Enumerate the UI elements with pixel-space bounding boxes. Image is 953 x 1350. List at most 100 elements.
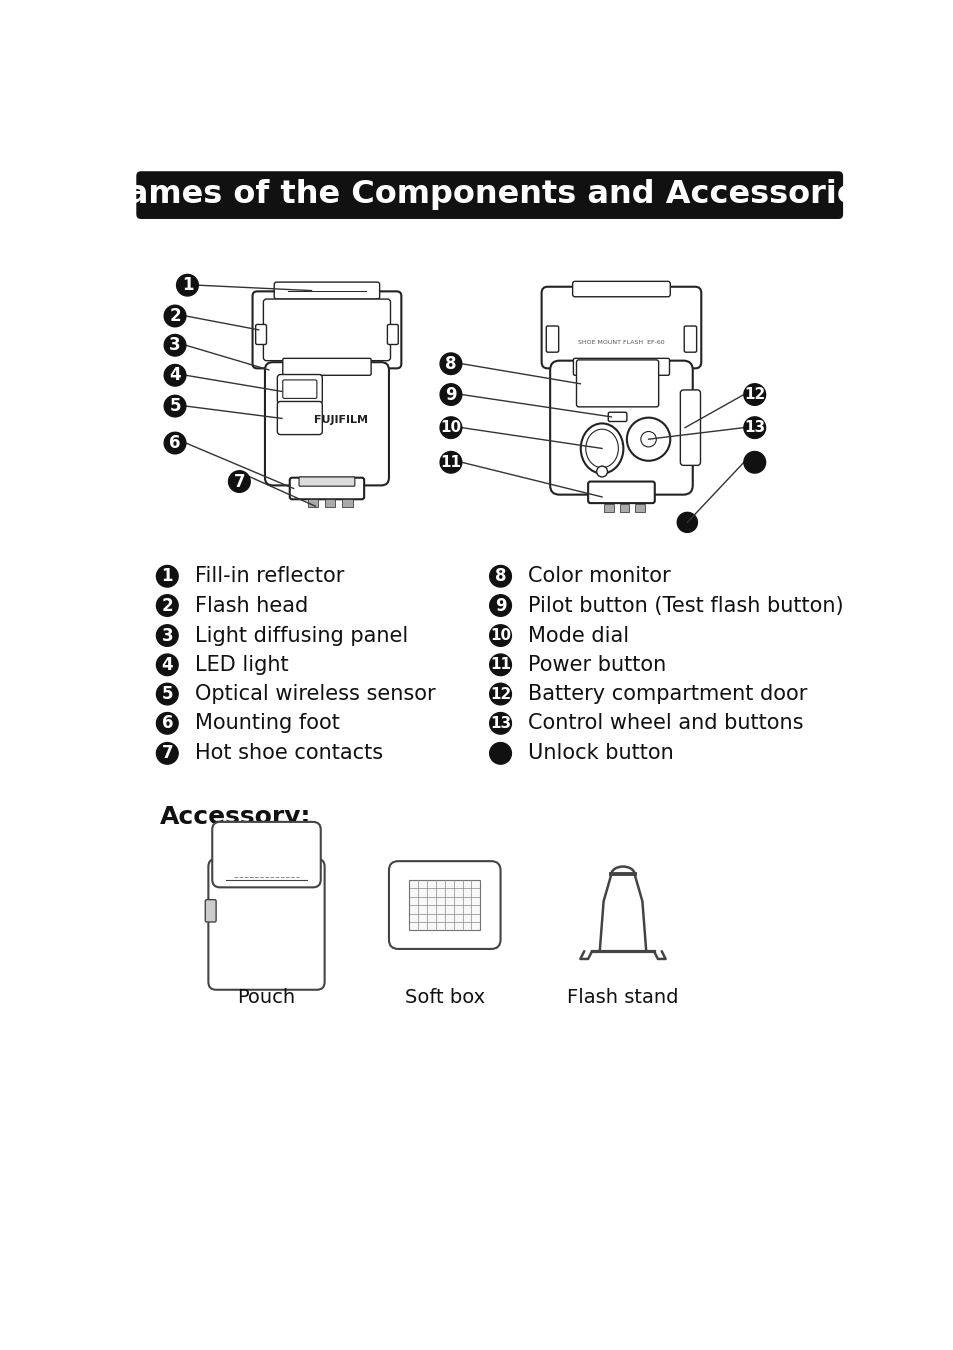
- Circle shape: [439, 352, 461, 374]
- Text: 3: 3: [161, 626, 172, 644]
- Text: 1: 1: [161, 567, 172, 586]
- Text: 1: 1: [181, 277, 193, 294]
- Circle shape: [489, 595, 511, 617]
- Circle shape: [176, 274, 198, 296]
- FancyBboxPatch shape: [683, 325, 696, 352]
- FancyBboxPatch shape: [608, 412, 626, 421]
- Circle shape: [439, 383, 461, 405]
- FancyBboxPatch shape: [277, 401, 322, 435]
- FancyBboxPatch shape: [572, 281, 670, 297]
- Circle shape: [743, 451, 765, 472]
- Text: Mode dial: Mode dial: [528, 625, 629, 645]
- Text: LED light: LED light: [195, 655, 289, 675]
- Circle shape: [439, 417, 461, 439]
- Text: 7: 7: [233, 472, 245, 490]
- FancyBboxPatch shape: [212, 822, 320, 887]
- Circle shape: [156, 625, 178, 647]
- Circle shape: [229, 471, 250, 493]
- FancyBboxPatch shape: [679, 390, 700, 466]
- FancyBboxPatch shape: [587, 482, 654, 504]
- FancyBboxPatch shape: [136, 171, 842, 219]
- Text: Unlock button: Unlock button: [528, 744, 674, 763]
- Text: Fill-in reflector: Fill-in reflector: [195, 566, 344, 586]
- Text: Light diffusing panel: Light diffusing panel: [195, 625, 408, 645]
- FancyBboxPatch shape: [341, 500, 353, 508]
- Text: Hot shoe contacts: Hot shoe contacts: [195, 744, 383, 763]
- FancyBboxPatch shape: [208, 859, 324, 990]
- FancyBboxPatch shape: [253, 292, 401, 369]
- FancyBboxPatch shape: [274, 282, 379, 300]
- Text: 2: 2: [169, 306, 181, 325]
- Text: 6: 6: [161, 714, 172, 732]
- Text: Mounting foot: Mounting foot: [195, 713, 339, 733]
- Text: Pilot button (Test flash button): Pilot button (Test flash button): [528, 595, 843, 616]
- Text: 13: 13: [743, 420, 764, 435]
- Text: Power button: Power button: [528, 655, 666, 675]
- Circle shape: [489, 653, 511, 675]
- FancyBboxPatch shape: [324, 500, 335, 508]
- FancyBboxPatch shape: [387, 324, 397, 344]
- Circle shape: [640, 432, 656, 447]
- Circle shape: [489, 713, 511, 734]
- Text: 8: 8: [445, 355, 456, 373]
- FancyBboxPatch shape: [255, 324, 266, 344]
- Text: 11: 11: [490, 657, 511, 672]
- Circle shape: [164, 432, 186, 454]
- Text: 2: 2: [161, 597, 172, 614]
- FancyBboxPatch shape: [263, 300, 390, 360]
- Circle shape: [743, 383, 765, 405]
- Text: 13: 13: [490, 716, 511, 730]
- Text: FUJIFILM: FUJIFILM: [314, 414, 368, 425]
- Text: Battery compartment door: Battery compartment door: [528, 684, 807, 705]
- Text: 7: 7: [161, 744, 172, 763]
- Circle shape: [156, 713, 178, 734]
- FancyBboxPatch shape: [307, 500, 318, 508]
- Text: 10: 10: [440, 420, 461, 435]
- Circle shape: [156, 595, 178, 617]
- FancyBboxPatch shape: [573, 358, 669, 375]
- Circle shape: [164, 364, 186, 386]
- Circle shape: [596, 466, 607, 477]
- FancyBboxPatch shape: [282, 358, 371, 375]
- FancyBboxPatch shape: [550, 360, 692, 494]
- Text: 3: 3: [169, 336, 181, 354]
- FancyBboxPatch shape: [389, 861, 500, 949]
- FancyBboxPatch shape: [635, 504, 644, 512]
- Text: 6: 6: [169, 435, 181, 452]
- Circle shape: [439, 451, 461, 472]
- FancyBboxPatch shape: [541, 286, 700, 369]
- Text: Flash head: Flash head: [195, 595, 308, 616]
- Text: 4: 4: [169, 366, 181, 385]
- Text: Pouch: Pouch: [237, 988, 295, 1007]
- FancyBboxPatch shape: [546, 325, 558, 352]
- Circle shape: [164, 305, 186, 327]
- Ellipse shape: [580, 424, 622, 474]
- Text: 5: 5: [161, 684, 172, 703]
- Circle shape: [489, 566, 511, 587]
- Text: Names of the Components and Accessories: Names of the Components and Accessories: [100, 178, 877, 209]
- FancyBboxPatch shape: [290, 478, 364, 500]
- Text: Accessory:: Accessory:: [159, 805, 311, 829]
- Text: 5: 5: [169, 397, 181, 414]
- Text: 9: 9: [495, 597, 506, 614]
- FancyBboxPatch shape: [277, 374, 322, 404]
- FancyBboxPatch shape: [619, 504, 629, 512]
- Text: SHOE MOUNT FLASH  EF-60: SHOE MOUNT FLASH EF-60: [578, 340, 664, 346]
- FancyBboxPatch shape: [409, 880, 480, 930]
- Text: 9: 9: [445, 386, 456, 404]
- Circle shape: [156, 683, 178, 705]
- Circle shape: [156, 566, 178, 587]
- Text: 11: 11: [440, 455, 461, 470]
- Circle shape: [156, 653, 178, 675]
- Text: 4: 4: [161, 656, 172, 674]
- Circle shape: [743, 417, 765, 439]
- Circle shape: [489, 625, 511, 647]
- Text: 10: 10: [490, 628, 511, 643]
- FancyBboxPatch shape: [298, 477, 355, 486]
- Text: 12: 12: [743, 387, 764, 402]
- Text: Control wheel and buttons: Control wheel and buttons: [528, 713, 803, 733]
- Circle shape: [164, 335, 186, 356]
- FancyBboxPatch shape: [265, 362, 389, 486]
- Text: Flash stand: Flash stand: [567, 988, 678, 1007]
- Text: 8: 8: [495, 567, 506, 586]
